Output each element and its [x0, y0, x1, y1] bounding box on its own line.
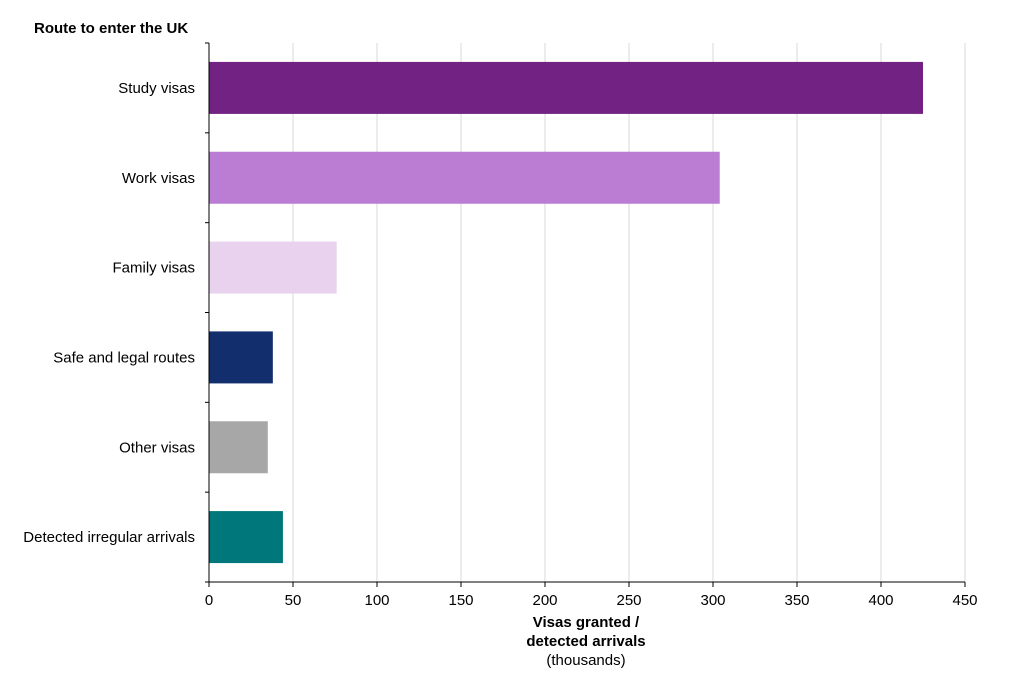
bar-family-visas — [209, 241, 337, 294]
x-tick-label: 300 — [700, 592, 725, 609]
category-label: Safe and legal routes — [53, 349, 195, 366]
x-tick-label: 0 — [205, 592, 213, 609]
x-axis-label-line-1: Visas granted / — [533, 614, 640, 631]
category-label: Study visas — [118, 80, 195, 97]
x-tick-label: 350 — [784, 592, 809, 609]
axes — [205, 42, 966, 587]
x-tick-label: 50 — [285, 592, 302, 609]
x-tick-label: 100 — [364, 592, 389, 609]
x-tick-label: 400 — [868, 592, 893, 609]
x-axis-unit: (thousands) — [546, 652, 625, 669]
x-tick-label: 450 — [952, 592, 977, 609]
x-tick-label: 250 — [616, 592, 641, 609]
x-tick-label: 200 — [532, 592, 557, 609]
bars — [209, 61, 923, 564]
category-label: Detected irregular arrivals — [23, 529, 195, 546]
bar-safe-and-legal-routes — [209, 331, 273, 384]
bar-work-visas — [209, 151, 720, 204]
bar-detected-irregular-arrivals — [209, 511, 283, 564]
bar-other-visas — [209, 421, 268, 474]
category-label: Work visas — [122, 170, 195, 187]
gridlines — [292, 43, 966, 582]
x-tick-label: 150 — [448, 592, 473, 609]
category-label: Family visas — [112, 260, 195, 277]
x-axis-label-line-2: detected arrivals — [526, 633, 645, 650]
category-label: Other visas — [119, 439, 195, 456]
labels: Study visas Work visas Family visas Safe an… — [23, 80, 977, 609]
chart-title: Route to enter the UK — [34, 20, 188, 37]
bar-study-visas — [209, 61, 923, 114]
